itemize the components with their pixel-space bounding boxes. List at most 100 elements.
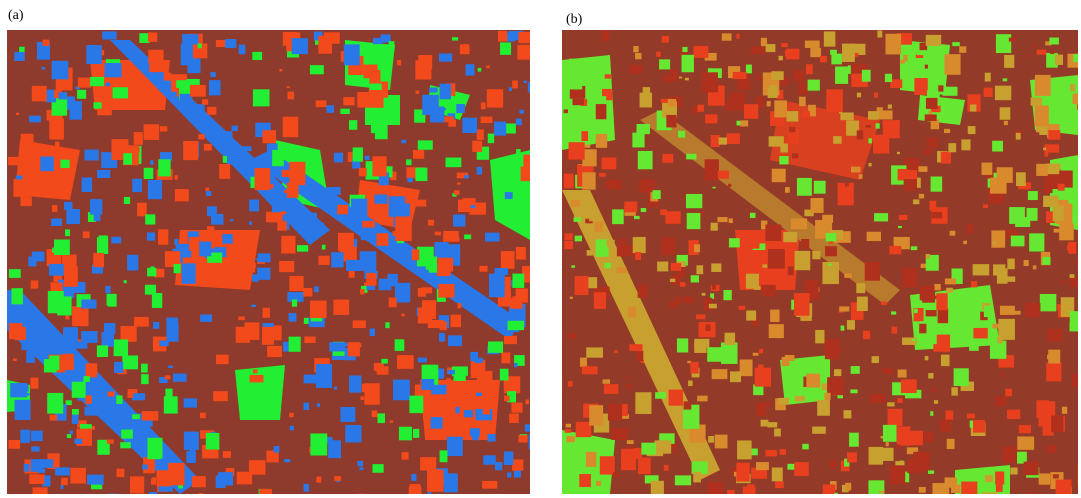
texture-speckle	[9, 440, 21, 449]
texture-speckle	[1062, 407, 1067, 414]
texture-speckle	[635, 252, 641, 260]
texture-speckle	[938, 85, 943, 91]
texture-speckle	[308, 213, 317, 218]
texture-speckle	[779, 56, 783, 60]
texture-speckle	[945, 278, 956, 284]
texture-speckle	[799, 97, 806, 106]
texture-speckle	[297, 245, 308, 252]
texture-speckle	[371, 124, 387, 133]
texture-speckle	[1000, 306, 1015, 315]
texture-speckle	[52, 205, 58, 212]
texture-speckle	[967, 414, 975, 419]
texture-speckle	[839, 350, 843, 353]
texture-speckle	[876, 123, 880, 128]
texture-speckle	[428, 220, 434, 226]
texture-speckle	[505, 192, 513, 199]
texture-speckle	[985, 475, 993, 482]
texture-speckle	[489, 274, 505, 297]
texture-speckle	[1007, 259, 1014, 270]
texture-speckle	[877, 30, 882, 37]
texture-speckle	[1010, 468, 1017, 475]
texture-speckle	[682, 55, 694, 72]
texture-speckle	[349, 375, 361, 392]
texture-speckle	[202, 99, 208, 104]
texture-speckle	[768, 249, 785, 269]
texture-speckle	[791, 218, 807, 229]
texture-speckle	[569, 142, 585, 159]
texture-speckle	[892, 327, 898, 334]
texture-speckle	[638, 284, 647, 297]
texture-speckle	[991, 230, 1005, 247]
texture-speckle	[360, 289, 364, 294]
texture-speckle	[992, 141, 1003, 152]
texture-speckle	[584, 145, 590, 148]
texture-speckle	[413, 150, 424, 159]
texture-speckle	[920, 286, 935, 301]
texture-speckle	[363, 65, 377, 79]
texture-speckle	[372, 464, 383, 473]
texture-speckle	[919, 324, 926, 334]
texture-speckle	[947, 439, 955, 449]
texture-speckle	[158, 159, 170, 176]
texture-speckle	[395, 216, 412, 241]
texture-speckle	[921, 264, 927, 268]
texture-speckle	[373, 38, 383, 44]
texture-speckle	[206, 191, 212, 196]
texture-speckle	[970, 105, 976, 112]
texture-speckle	[772, 468, 783, 482]
texture-speckle	[866, 125, 871, 128]
texture-speckle	[747, 232, 759, 249]
texture-speckle	[59, 92, 67, 99]
texture-speckle	[968, 126, 976, 134]
texture-speckle	[13, 358, 17, 361]
texture-speckle	[456, 104, 465, 113]
texture-speckle	[458, 200, 471, 212]
texture-speckle	[97, 345, 108, 357]
texture-speckle	[411, 474, 416, 481]
texture-speckle	[831, 54, 842, 65]
texture-speckle	[30, 378, 38, 389]
texture-speckle	[573, 99, 585, 106]
texture-speckle	[1047, 445, 1056, 453]
texture-speckle	[897, 152, 900, 154]
texture-speckle	[249, 221, 252, 224]
texture-speckle	[580, 358, 587, 367]
texture-speckle	[210, 72, 215, 77]
texture-speckle	[227, 146, 239, 164]
texture-speckle	[582, 366, 598, 374]
texture-speckle	[108, 494, 117, 498]
texture-speckle	[108, 391, 115, 396]
texture-speckle	[116, 395, 122, 404]
texture-speckle	[310, 65, 324, 74]
texture-speckle	[259, 489, 271, 498]
texture-speckle	[564, 241, 573, 249]
texture-speckle	[638, 151, 653, 169]
texture-speckle	[671, 263, 681, 271]
texture-speckle	[1015, 217, 1030, 227]
texture-speckle	[304, 318, 309, 324]
texture-speckle	[1000, 107, 1011, 120]
texture-speckle	[605, 74, 611, 78]
texture-speckle	[416, 90, 420, 93]
texture-speckle	[642, 124, 647, 128]
texture-speckle	[582, 172, 595, 189]
texture-speckle	[198, 493, 203, 498]
texture-speckle	[983, 204, 988, 208]
texture-speckle	[565, 233, 573, 240]
texture-speckle	[24, 464, 30, 472]
texture-speckle	[345, 425, 361, 442]
texture-speckle	[292, 299, 297, 306]
texture-speckle	[420, 457, 436, 470]
texture-speckle	[607, 240, 615, 247]
texture-speckle	[694, 339, 709, 348]
texture-speckle	[105, 286, 110, 293]
texture-speckle	[525, 424, 531, 431]
texture-speckle	[174, 239, 178, 245]
texture-speckle	[90, 199, 102, 214]
texture-speckle	[675, 475, 691, 485]
texture-speckle	[919, 487, 926, 493]
texture-speckle	[579, 474, 591, 487]
texture-speckle	[1046, 363, 1061, 382]
texture-speckle	[680, 282, 686, 287]
texture-speckle	[630, 65, 643, 74]
